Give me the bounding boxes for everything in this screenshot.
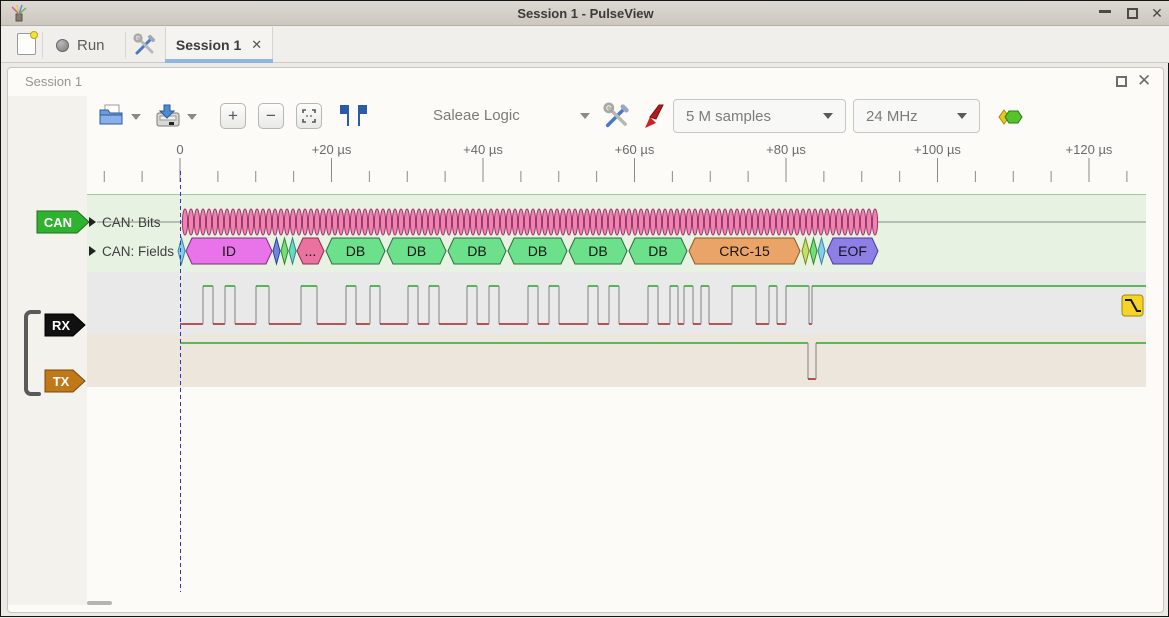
subwindow-title: Session 1	[25, 74, 83, 89]
run-button[interactable]: Run	[56, 31, 122, 59]
open-file-dropdown-icon[interactable]	[131, 114, 141, 120]
subwindow-close-button[interactable]: ✕	[1137, 71, 1152, 90]
window-title: Session 1 - PulseView	[517, 6, 654, 21]
trace-label-margin	[8, 96, 87, 605]
sample-count-value: 5 M samples	[686, 107, 772, 125]
minimize-button[interactable]	[1099, 10, 1111, 13]
device-dropdown-icon[interactable]	[580, 113, 590, 119]
decoder-trace-band[interactable]	[87, 194, 1146, 272]
cursors-icon[interactable]	[339, 103, 369, 129]
new-session-icon	[17, 31, 38, 55]
maximize-button[interactable]	[1127, 8, 1138, 19]
toolbar-separator	[125, 32, 126, 58]
horizontal-scrollbar-thumb[interactable]	[87, 601, 112, 605]
pulseview-logo-icon	[11, 4, 27, 22]
settings-icon[interactable]	[133, 33, 157, 57]
sample-rate-dropdown-icon	[957, 113, 967, 119]
sample-rate-select[interactable]: 24 MHz	[853, 99, 980, 133]
save-file-icon[interactable]	[153, 101, 183, 131]
close-button[interactable]: ✕	[1151, 5, 1163, 21]
zoom-out-button[interactable]: −	[258, 103, 284, 129]
zoom-fit-icon	[302, 109, 316, 123]
device-config-icon[interactable]	[603, 102, 631, 130]
tx-trace-band[interactable]	[87, 334, 1146, 387]
zoom-in-button[interactable]: +	[220, 103, 246, 129]
sample-rate-value: 24 MHz	[866, 107, 918, 125]
tab-session-1[interactable]: Session 1 ✕	[165, 27, 273, 63]
toolbar-separator	[42, 32, 43, 58]
zoom-fit-button[interactable]	[296, 103, 322, 129]
save-file-dropdown-icon[interactable]	[187, 114, 197, 120]
probe-icon[interactable]	[641, 102, 665, 130]
run-label: Run	[77, 36, 105, 54]
tab-label: Session 1	[175, 37, 242, 53]
tab-close-icon[interactable]: ✕	[251, 37, 263, 52]
device-select[interactable]: Saleae Logic	[433, 107, 520, 124]
add-decoder-icon[interactable]	[996, 105, 1026, 129]
window-titlebar[interactable]: Session 1 - PulseView	[1, 1, 1169, 26]
tab-active-indicator	[165, 59, 273, 63]
run-state-icon	[56, 38, 69, 52]
new-session-button[interactable]	[17, 31, 38, 55]
rx-trace-band[interactable]	[87, 272, 1146, 334]
subwindow-restore-button[interactable]	[1116, 76, 1127, 87]
open-file-icon[interactable]	[97, 101, 125, 129]
sample-count-dropdown-icon	[823, 113, 833, 119]
sample-count-select[interactable]: 5 M samples	[673, 99, 846, 133]
